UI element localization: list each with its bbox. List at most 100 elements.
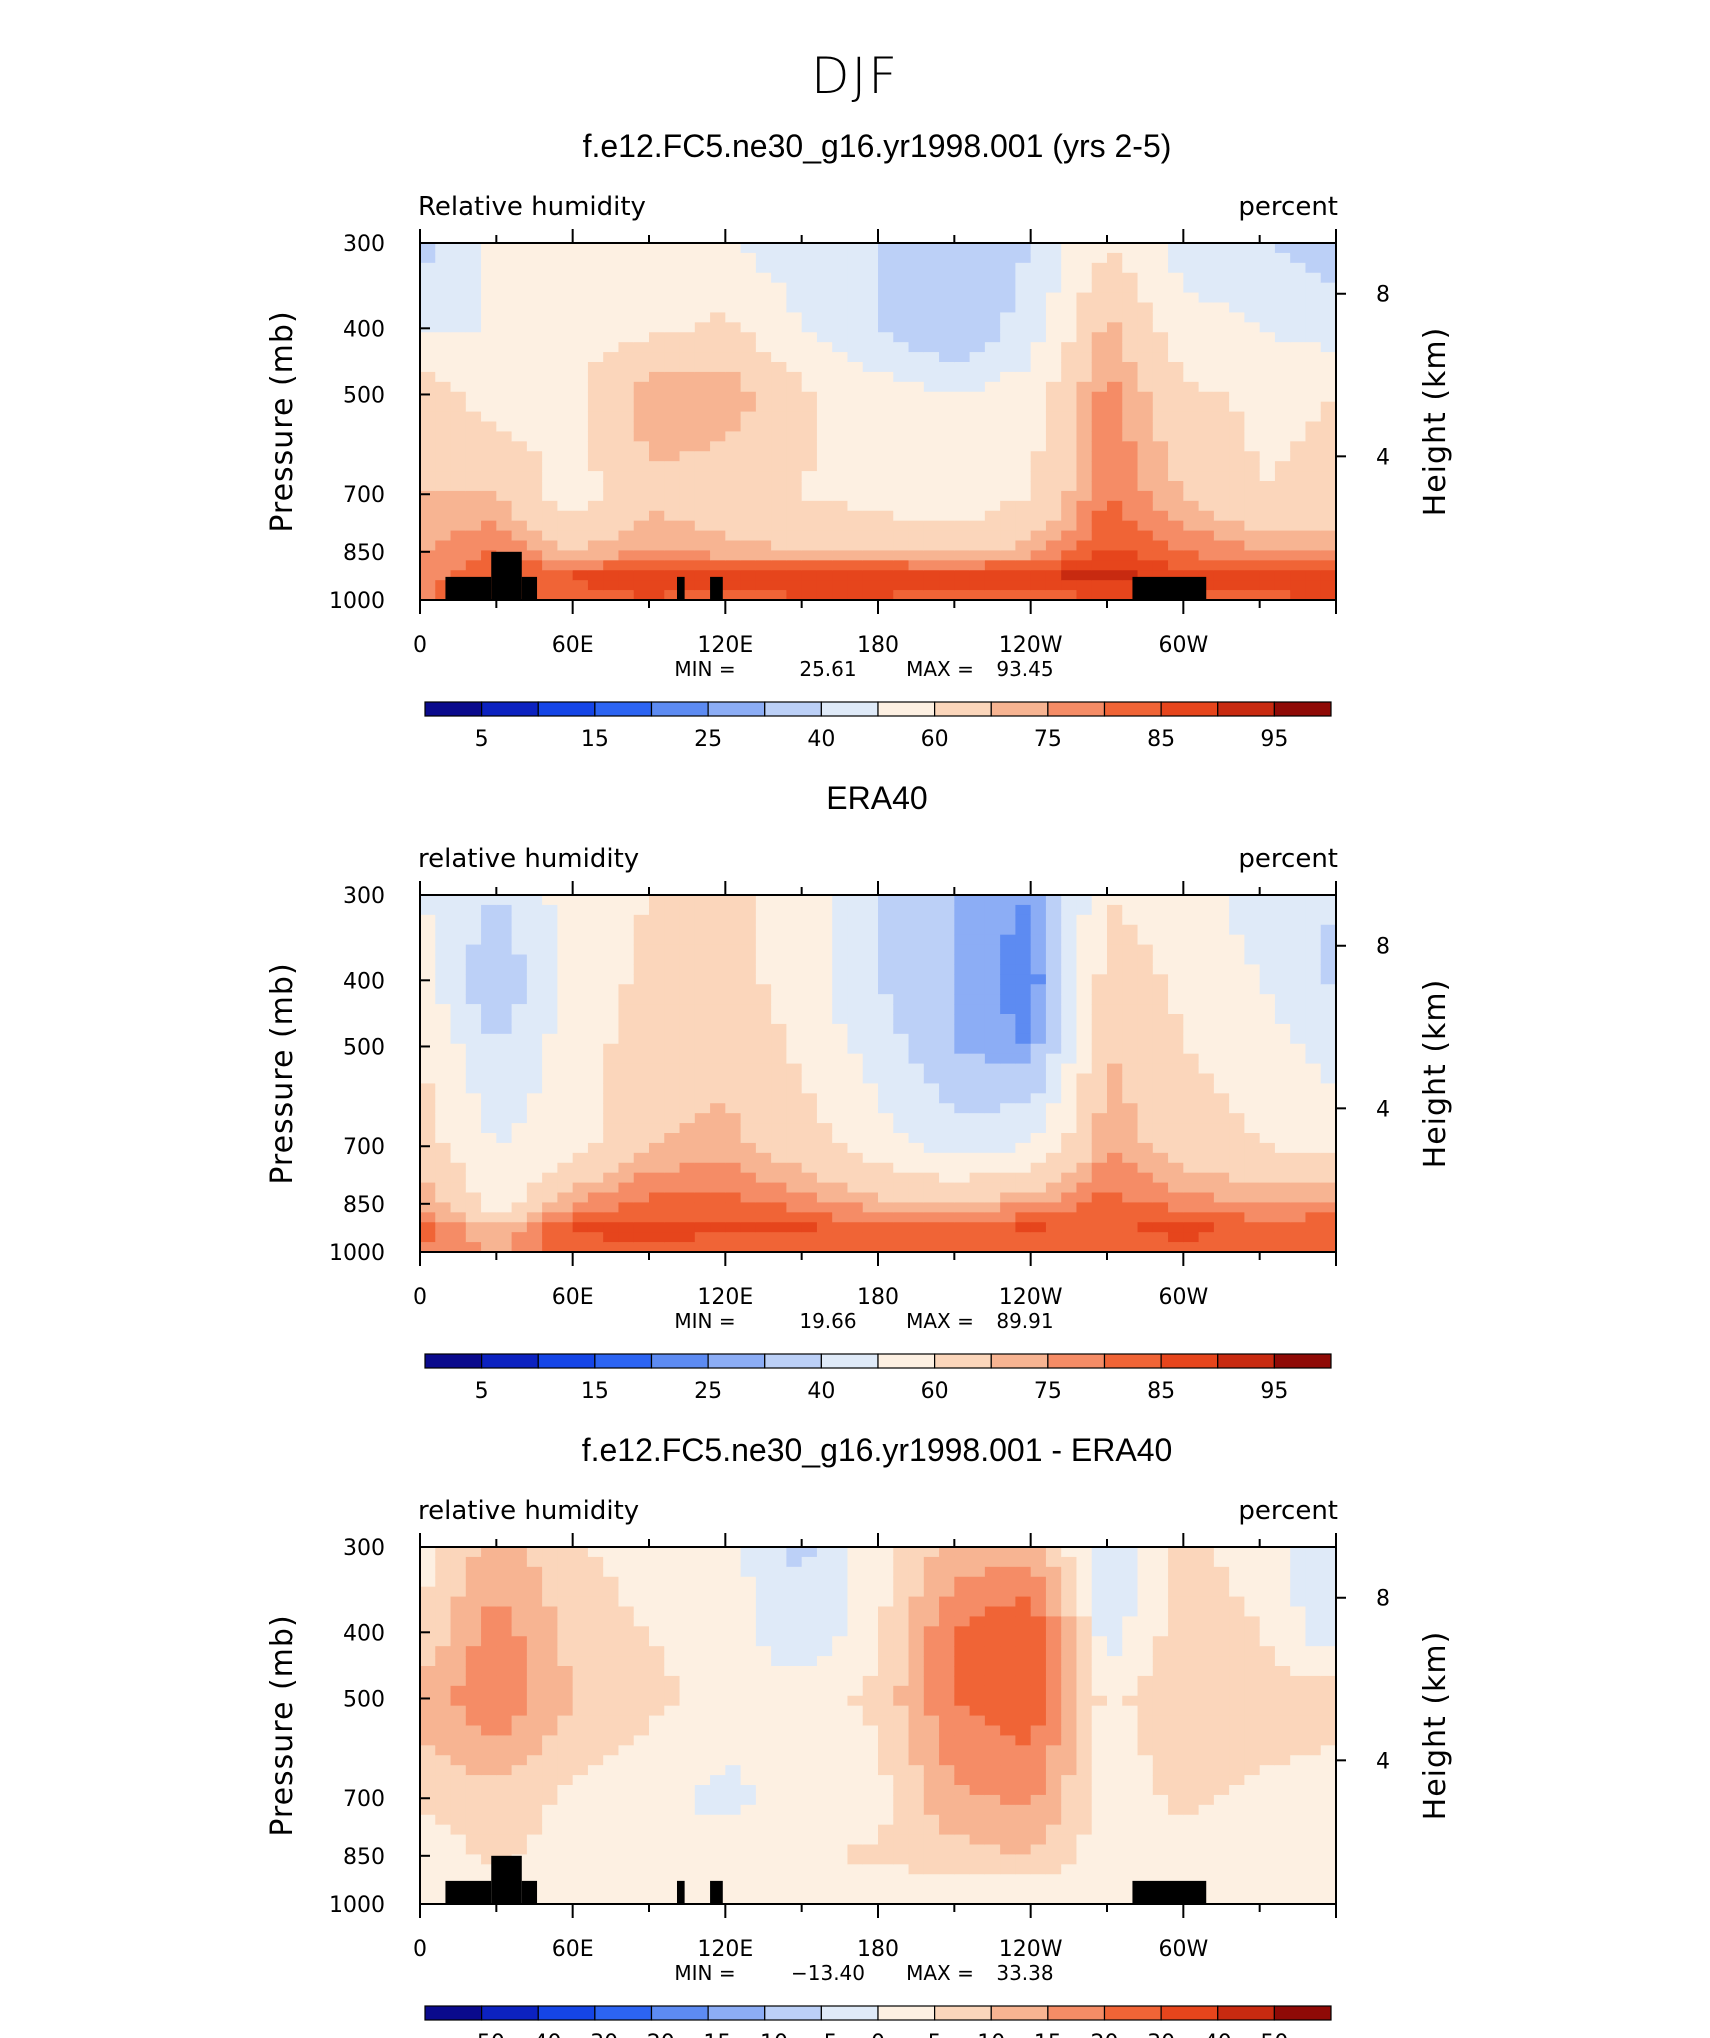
- heatmap-cell: [664, 490, 681, 502]
- heatmap-cell: [496, 1133, 513, 1144]
- heatmap-cell: [557, 342, 574, 353]
- heatmap-cell: [557, 1093, 574, 1104]
- heatmap-cell: [1259, 322, 1276, 333]
- heatmap-cell: [694, 1202, 711, 1213]
- heatmap-cell: [526, 1556, 543, 1568]
- heatmap-cell: [1290, 1113, 1307, 1124]
- heatmap-cell: [450, 302, 467, 314]
- heatmap-cell: [969, 481, 986, 492]
- heatmap-cell: [847, 322, 864, 333]
- heatmap-cell: [801, 272, 818, 284]
- heatmap-cell: [908, 1192, 925, 1204]
- heatmap-cell: [1107, 590, 1123, 601]
- heatmap-cell: [496, 954, 513, 966]
- heatmap-cell: [603, 1212, 620, 1223]
- heatmap-cell: [862, 1093, 879, 1104]
- heatmap-cell: [847, 540, 864, 552]
- heatmap-cell: [557, 1053, 574, 1065]
- heatmap-cell: [1229, 984, 1245, 995]
- heatmap-cell: [664, 1123, 681, 1134]
- heatmap-cell: [908, 984, 925, 995]
- heatmap-cell: [481, 530, 497, 542]
- heatmap-cell: [481, 262, 497, 274]
- heatmap-cell: [1061, 1073, 1078, 1085]
- heatmap-cell: [1320, 914, 1337, 926]
- heatmap-cell: [679, 1063, 696, 1075]
- heatmap-cell: [435, 944, 452, 956]
- heatmap-cell: [939, 461, 955, 472]
- heatmap-cell: [755, 1182, 772, 1194]
- heatmap-cell: [1091, 944, 1108, 956]
- heatmap-cell: [1107, 1043, 1123, 1055]
- heatmap-cell: [557, 1884, 574, 1895]
- heatmap-cell: [618, 914, 635, 926]
- heatmap-cell: [755, 1212, 772, 1223]
- heatmap-cell: [755, 282, 772, 294]
- heatmap-cell: [465, 371, 482, 383]
- heatmap-cell: [420, 1824, 436, 1836]
- heatmap-cell: [1000, 1242, 1016, 1253]
- heatmap-cell: [1274, 272, 1291, 284]
- heatmap-cell: [1320, 1123, 1337, 1134]
- heatmap-cell: [1290, 431, 1307, 442]
- heatmap-cell: [1229, 421, 1245, 433]
- heatmap-cell: [939, 1182, 955, 1194]
- heatmap-cell: [969, 471, 986, 482]
- heatmap-cell: [801, 520, 818, 532]
- heatmap-cell: [786, 530, 803, 542]
- heatmap-cell: [1152, 1004, 1169, 1015]
- heatmap-cell: [496, 371, 513, 383]
- heatmap-cell: [435, 1854, 452, 1865]
- heatmap-cell: [984, 1073, 1001, 1085]
- heatmap-cell: [1122, 520, 1139, 532]
- heatmap-cell: [1274, 1023, 1291, 1035]
- heatmap-cell: [1259, 471, 1276, 482]
- heatmap-cell: [771, 381, 787, 393]
- heatmap-cell: [435, 510, 452, 522]
- heatmap-cell: [1030, 332, 1047, 343]
- heatmap-cell: [893, 994, 910, 1005]
- heatmap-cell: [694, 570, 711, 581]
- heatmap-cell: [1274, 895, 1291, 906]
- heatmap-cell: [1137, 1113, 1154, 1124]
- heatmap-cell: [1244, 1014, 1261, 1025]
- heatmap-cell: [1076, 1212, 1093, 1223]
- heatmap-cell: [908, 352, 925, 363]
- heatmap-cell: [511, 1666, 528, 1677]
- heatmap-cell: [816, 954, 833, 966]
- heatmap-cell: [1274, 1162, 1291, 1174]
- heatmap-cell: [420, 1666, 436, 1677]
- heatmap-cell: [1000, 1162, 1016, 1174]
- heatmap-cell: [740, 1212, 757, 1223]
- heatmap-cell: [816, 530, 833, 542]
- heatmap-cell: [618, 570, 635, 581]
- heatmap-cell: [1320, 1142, 1337, 1154]
- heatmap-cell: [710, 1043, 726, 1055]
- heatmap-cell: [1320, 540, 1337, 552]
- heatmap-cell: [420, 1142, 436, 1154]
- heatmap-cell: [603, 1715, 620, 1727]
- heatmap-cell: [435, 1242, 452, 1253]
- heatmap-cell: [557, 1705, 574, 1717]
- heatmap-cell: [1030, 262, 1047, 274]
- heatmap-cell: [1229, 1133, 1245, 1144]
- heatmap-cell: [801, 461, 818, 472]
- y-axis-title: Pressure (mb): [265, 962, 300, 1184]
- heatmap-cell: [725, 994, 742, 1005]
- heatmap-cell: [1076, 540, 1093, 552]
- heatmap-cell: [450, 1636, 467, 1647]
- heatmap-cell: [832, 481, 849, 492]
- heatmap-cell: [496, 1043, 513, 1055]
- heatmap-cell: [878, 471, 894, 482]
- heatmap-cell: [984, 1083, 1001, 1094]
- heatmap-cell: [771, 510, 787, 522]
- heatmap-cell: [603, 1566, 620, 1578]
- heatmap-cell: [664, 1043, 681, 1055]
- heatmap-cell: [725, 1123, 742, 1134]
- heatmap-cell: [908, 401, 925, 413]
- heatmap-cell: [450, 451, 467, 462]
- heatmap-cell: [832, 342, 849, 353]
- heatmap-cell: [893, 914, 910, 926]
- heatmap-cell: [832, 282, 849, 294]
- heatmap-cell: [435, 1656, 452, 1667]
